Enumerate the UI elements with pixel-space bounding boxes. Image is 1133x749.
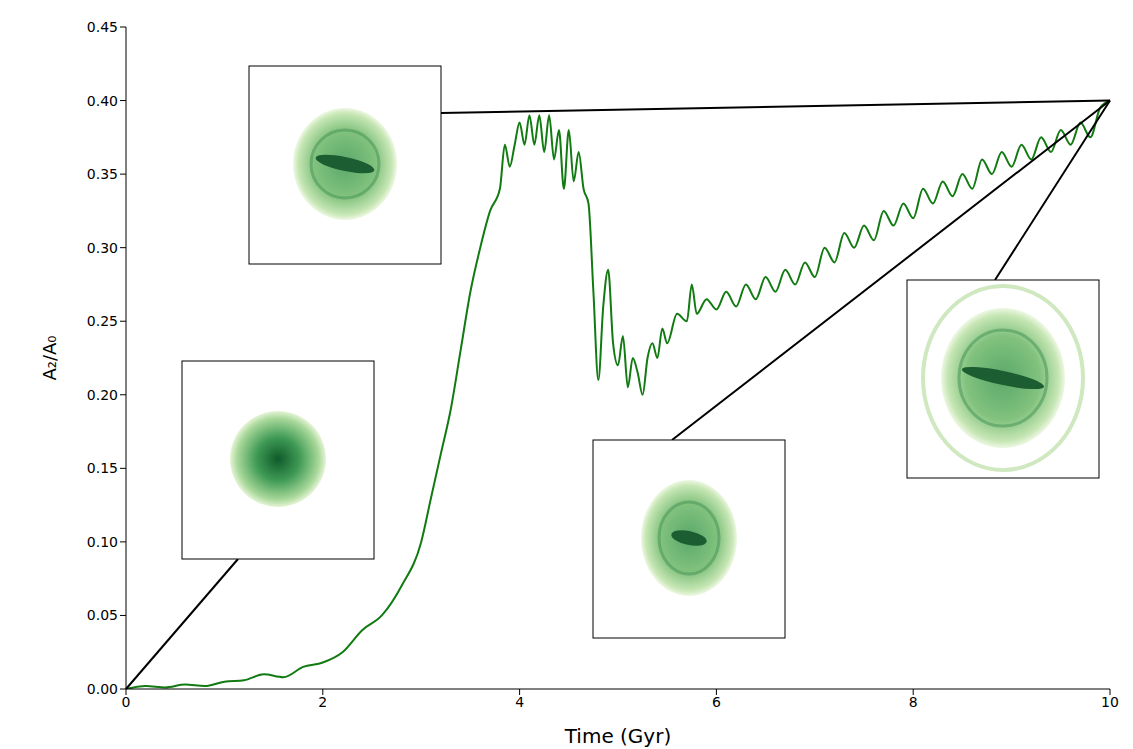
svg-text:0.10: 0.10	[87, 534, 118, 550]
svg-text:0.30: 0.30	[87, 240, 118, 256]
svg-text:4: 4	[515, 694, 524, 710]
svg-text:0.15: 0.15	[87, 460, 118, 476]
svg-text:2: 2	[318, 694, 327, 710]
svg-text:0: 0	[122, 694, 131, 710]
svg-text:0.00: 0.00	[87, 681, 118, 697]
svg-text:0.40: 0.40	[87, 93, 118, 109]
svg-text:Time (Gyr): Time (Gyr)	[564, 724, 671, 748]
svg-text:0.35: 0.35	[87, 166, 118, 182]
svg-text:0.05: 0.05	[87, 607, 118, 623]
svg-text:6: 6	[712, 694, 721, 710]
svg-text:10: 10	[1101, 694, 1119, 710]
svg-text:0.20: 0.20	[87, 387, 118, 403]
svg-text:0.45: 0.45	[87, 19, 118, 35]
svg-text:8: 8	[909, 694, 918, 710]
svg-text:0.25: 0.25	[87, 313, 118, 329]
svg-text:A₂/A₀: A₂/A₀	[39, 335, 60, 380]
